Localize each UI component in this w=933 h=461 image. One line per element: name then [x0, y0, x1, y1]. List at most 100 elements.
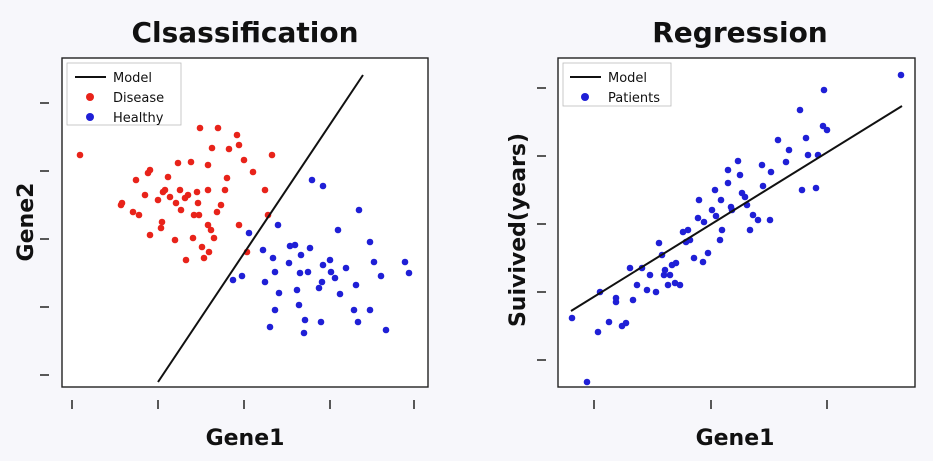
- patients-point: [668, 261, 676, 269]
- patients-point: [699, 258, 707, 266]
- healthy-point: [271, 268, 279, 276]
- healthy-point: [291, 241, 299, 249]
- healthy-point: [326, 256, 334, 264]
- patients-point: [717, 196, 725, 204]
- patients-point: [820, 86, 828, 94]
- healthy-point: [261, 278, 269, 286]
- healthy-point: [271, 306, 279, 314]
- disease-point: [129, 208, 137, 216]
- healthy-point: [295, 301, 303, 309]
- patients-point: [785, 146, 793, 154]
- patients-point: [695, 196, 703, 204]
- regression-marks: [568, 71, 905, 386]
- disease-point: [233, 131, 241, 139]
- classification-x-label: Gene1: [206, 426, 285, 451]
- healthy-point: [382, 326, 390, 334]
- healthy-point: [366, 306, 374, 314]
- patients-point: [684, 226, 692, 234]
- patients-point: [759, 182, 767, 190]
- healthy-point: [336, 290, 344, 298]
- healthy-point: [405, 269, 413, 277]
- patients-point: [796, 106, 804, 114]
- disease-point: [146, 231, 154, 239]
- disease-point: [189, 234, 197, 242]
- patients-point: [671, 279, 679, 287]
- disease-point: [171, 236, 179, 244]
- patients-point: [633, 281, 641, 289]
- patients-point: [766, 216, 774, 224]
- patients-point: [823, 126, 831, 134]
- healthy-point: [401, 258, 409, 266]
- patients-point: [718, 226, 726, 234]
- disease-point: [196, 124, 204, 132]
- regression-title: Regression: [652, 16, 828, 49]
- healthy-point: [354, 318, 362, 326]
- regression-y-ticks: [537, 87, 546, 361]
- disease-point: [217, 201, 225, 209]
- patients-point: [804, 151, 812, 159]
- classification-legend: Model Disease Healthy: [66, 62, 182, 126]
- healthy-point: [304, 268, 312, 276]
- classification-y-ticks: [40, 102, 49, 376]
- patients-point: [708, 206, 716, 214]
- disease-point: [176, 186, 184, 194]
- healthy-point: [245, 229, 253, 237]
- patients-point: [736, 171, 744, 179]
- healthy-point: [229, 276, 237, 284]
- disease-point: [193, 188, 201, 196]
- disease-point: [195, 211, 203, 219]
- patients-point: [568, 314, 576, 322]
- healthy-point: [293, 286, 301, 294]
- disease-point: [204, 161, 212, 169]
- patients-point: [704, 249, 712, 257]
- model-line: [157, 74, 364, 383]
- patients-point: [676, 281, 684, 289]
- disease-point: [249, 168, 257, 176]
- healthy-point: [266, 323, 274, 331]
- healthy-point: [377, 272, 385, 280]
- disease-point: [172, 199, 180, 207]
- healthy-point: [308, 176, 316, 184]
- patients-point: [694, 214, 702, 222]
- healthy-point: [300, 329, 308, 337]
- disease-point: [190, 211, 198, 219]
- regression-chart: Regression Gene1 Suivived(years) Model P…: [506, 16, 916, 451]
- healthy-point: [334, 226, 342, 234]
- disease-point: [144, 169, 152, 177]
- patients-point: [583, 378, 591, 386]
- legend-healthy-marker: [86, 113, 94, 121]
- regression-plot-frame: [557, 57, 916, 388]
- disease-point: [141, 191, 149, 199]
- regression-legend: Model Patients: [562, 62, 672, 107]
- legend-box: [66, 62, 182, 126]
- patients-point: [661, 266, 669, 274]
- legend-patients-marker: [581, 93, 589, 101]
- legend-patients-label: Patients: [608, 91, 660, 106]
- patients-point: [660, 271, 668, 279]
- disease-point: [132, 176, 140, 184]
- legend-model-label: Model: [608, 71, 647, 86]
- legend-box: [562, 62, 672, 107]
- patients-point: [819, 122, 827, 130]
- regression-x-label: Gene1: [696, 426, 775, 451]
- patients-point: [618, 322, 626, 330]
- healthy-point: [269, 254, 277, 262]
- patients-point: [700, 218, 708, 226]
- healthy-point: [286, 242, 294, 250]
- disease-point: [213, 208, 221, 216]
- disease-point: [174, 159, 182, 167]
- model-line: [570, 105, 903, 312]
- disease-point: [182, 256, 190, 264]
- healthy-point: [296, 269, 304, 277]
- patients-point: [812, 184, 820, 192]
- patients-point: [741, 193, 749, 201]
- disease-point: [117, 201, 125, 209]
- healthy-point: [238, 272, 246, 280]
- healthy-point: [275, 289, 283, 297]
- healthy-point: [327, 268, 335, 276]
- healthy-point: [352, 281, 360, 289]
- healthy-point: [297, 251, 305, 259]
- classification-x-ticks: [71, 400, 415, 409]
- disease-point: [210, 234, 218, 242]
